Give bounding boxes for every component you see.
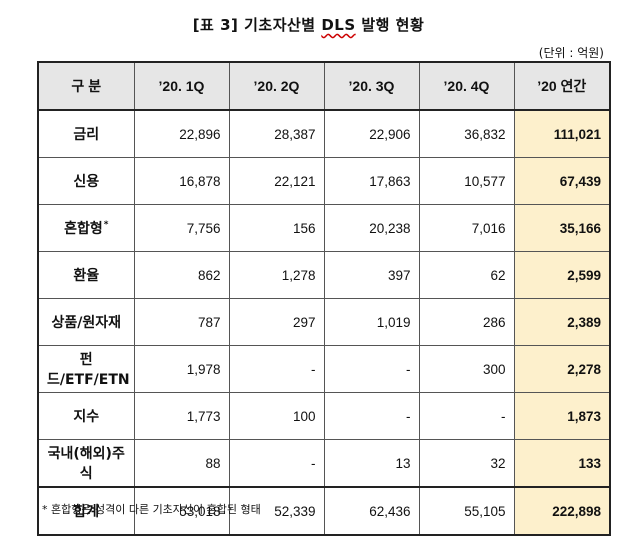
row-label-text: 지수 <box>73 409 100 425</box>
cell-q3: 22,906 <box>323 109 420 158</box>
cell-q1: 7,756 <box>133 204 230 252</box>
cell-annual: 111,021 <box>513 109 611 158</box>
table-row: 상품/원자재 787 297 1,019 286 2,389 <box>37 298 611 346</box>
cell-q4: 10,577 <box>418 157 515 205</box>
cell-annual: 133 <box>513 439 611 488</box>
row-label-text: 금리 <box>73 127 100 143</box>
cell-annual: 35,166 <box>513 204 611 252</box>
cell-q4: 7,016 <box>418 204 515 252</box>
cell-annual: 222,898 <box>513 486 611 536</box>
cell-q3: 1,019 <box>323 298 420 346</box>
cell-annual: 1,873 <box>513 392 611 440</box>
table-row: 펀드/ETF/ETN 1,978- -300 2,278 <box>37 345 611 393</box>
table-row: 환율 862 1,278 397 62 2,599 <box>37 251 611 299</box>
cell-q3: 13 <box>323 439 420 488</box>
cell-q4: 32 <box>418 439 515 488</box>
cell-q2: - <box>228 439 325 488</box>
cell-q1: 88 <box>133 439 230 488</box>
row-label-text: 신용 <box>73 174 100 190</box>
row-label-text: 합계 <box>73 504 100 520</box>
row-label-text: 국내(해외)주식 <box>47 446 125 482</box>
cell-q4: 62 <box>418 251 515 299</box>
cell-q2: - <box>228 345 325 393</box>
cell-q2: 22,121 <box>228 157 325 205</box>
row-label: 신용 <box>37 157 135 205</box>
cell-q1: 22,896 <box>133 109 230 158</box>
table-row: 금리 22,896 28,387 22,906 36,832 111,021 <box>37 109 611 158</box>
row-label: 펀드/ETF/ETN <box>37 345 135 393</box>
table-row: 지수 1,773 100- -1,873 <box>37 392 611 440</box>
cell-q3: 17,863 <box>323 157 420 205</box>
header-q1: ’20. 1Q <box>133 61 230 111</box>
cell-q3: - <box>323 392 420 440</box>
row-label: 국내(해외)주식 <box>37 439 135 488</box>
cell-q2: 1,278 <box>228 251 325 299</box>
cell-q3: 62,436 <box>323 486 420 536</box>
cell-q4: 286 <box>418 298 515 346</box>
row-label-text: 환율 <box>73 268 100 284</box>
title-prefix: [표 3] 기초자산별 <box>192 16 322 34</box>
header-q2: ’20. 2Q <box>228 61 325 111</box>
footnote: * 혼합형은 성격이 다른 기초자산이 혼합된 형태 <box>42 503 261 516</box>
cell-q1: 16,878 <box>133 157 230 205</box>
cell-annual: 2,389 <box>513 298 611 346</box>
row-label-text: 혼합형 <box>64 221 103 237</box>
cell-annual: 67,439 <box>513 157 611 205</box>
cell-q1: 1,978 <box>133 345 230 393</box>
row-label: 환율 <box>37 251 135 299</box>
cell-q3: 397 <box>323 251 420 299</box>
cell-q4: 36,832 <box>418 109 515 158</box>
cell-q2: 28,387 <box>228 109 325 158</box>
table-row: 합계 53,018 52,339 62,436 55,105 222,898 <box>37 486 611 536</box>
header-category: 구 분 <box>37 61 135 111</box>
cell-q3: - <box>323 345 420 393</box>
table-row: 신용 16,878 22,121 17,863 10,577 67,439 <box>37 157 611 205</box>
unit-note: (단위 : 억원) <box>538 46 604 60</box>
cell-q1: 1,773 <box>133 392 230 440</box>
cell-q1: 787 <box>133 298 230 346</box>
footnote-marker: * <box>103 220 109 231</box>
row-label: 혼합형* <box>37 204 135 252</box>
title-dls: DLS <box>321 16 356 34</box>
cell-annual: 2,599 <box>513 251 611 299</box>
header-q4: ’20. 4Q <box>418 61 515 111</box>
cell-annual: 2,278 <box>513 345 611 393</box>
cell-q1: 862 <box>133 251 230 299</box>
row-label-text: 상품/원자재 <box>51 315 121 331</box>
row-label: 지수 <box>37 392 135 440</box>
row-label: 합계 <box>37 486 135 536</box>
row-label: 금리 <box>37 109 135 158</box>
cell-q1: 53,018 <box>133 486 230 536</box>
cell-q4: - <box>418 392 515 440</box>
dls-issuance-table: 구 분 ’20. 1Q ’20. 2Q ’20. 3Q ’20. 4Q ’20 … <box>37 61 611 536</box>
header-q3: ’20. 3Q <box>323 61 420 111</box>
cell-q3: 20,238 <box>323 204 420 252</box>
cell-q4: 55,105 <box>418 486 515 536</box>
header-annual: ’20 연간 <box>513 61 611 111</box>
cell-q2: 156 <box>228 204 325 252</box>
header-row: 구 분 ’20. 1Q ’20. 2Q ’20. 3Q ’20. 4Q ’20 … <box>37 61 611 111</box>
cell-q2: 297 <box>228 298 325 346</box>
table-row: 국내(해외)주식 88-13 32 133 <box>37 439 611 488</box>
cell-q4: 300 <box>418 345 515 393</box>
table-row: 혼합형* 7,756 156 20,238 7,016 35,166 <box>37 204 611 252</box>
table-title: [표 3] 기초자산별 DLS 발행 현황 <box>0 14 617 35</box>
row-label: 상품/원자재 <box>37 298 135 346</box>
cell-q2: 100 <box>228 392 325 440</box>
title-suffix: 발행 현황 <box>355 16 425 34</box>
row-label-text: 펀드/ETF/ETN <box>47 352 130 388</box>
